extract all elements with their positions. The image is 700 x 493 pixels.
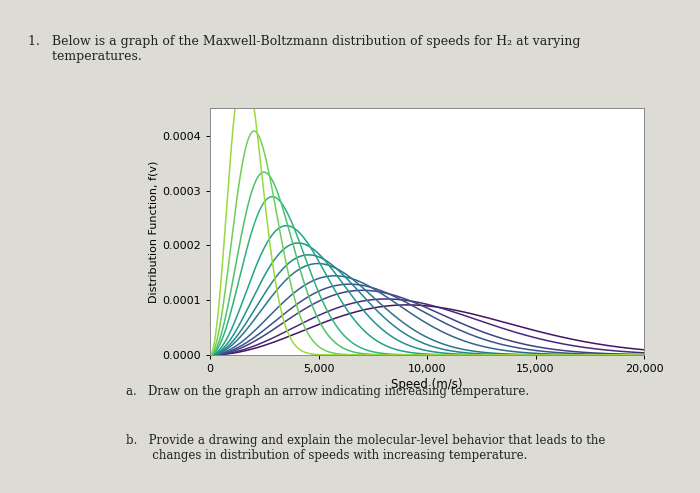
Text: b.   Provide a drawing and explain the molecular-level behavior that leads to th: b. Provide a drawing and explain the mol… <box>126 434 606 462</box>
Text: 1.   Below is a graph of the Maxwell-Boltzmann distribution of speeds for H₂ at : 1. Below is a graph of the Maxwell-Boltz… <box>28 35 580 63</box>
X-axis label: Speed (m/s): Speed (m/s) <box>391 378 463 391</box>
Y-axis label: Distribution Function, f(v): Distribution Function, f(v) <box>148 161 158 303</box>
Text: a.   Draw on the graph an arrow indicating increasing temperature.: a. Draw on the graph an arrow indicating… <box>126 385 529 397</box>
